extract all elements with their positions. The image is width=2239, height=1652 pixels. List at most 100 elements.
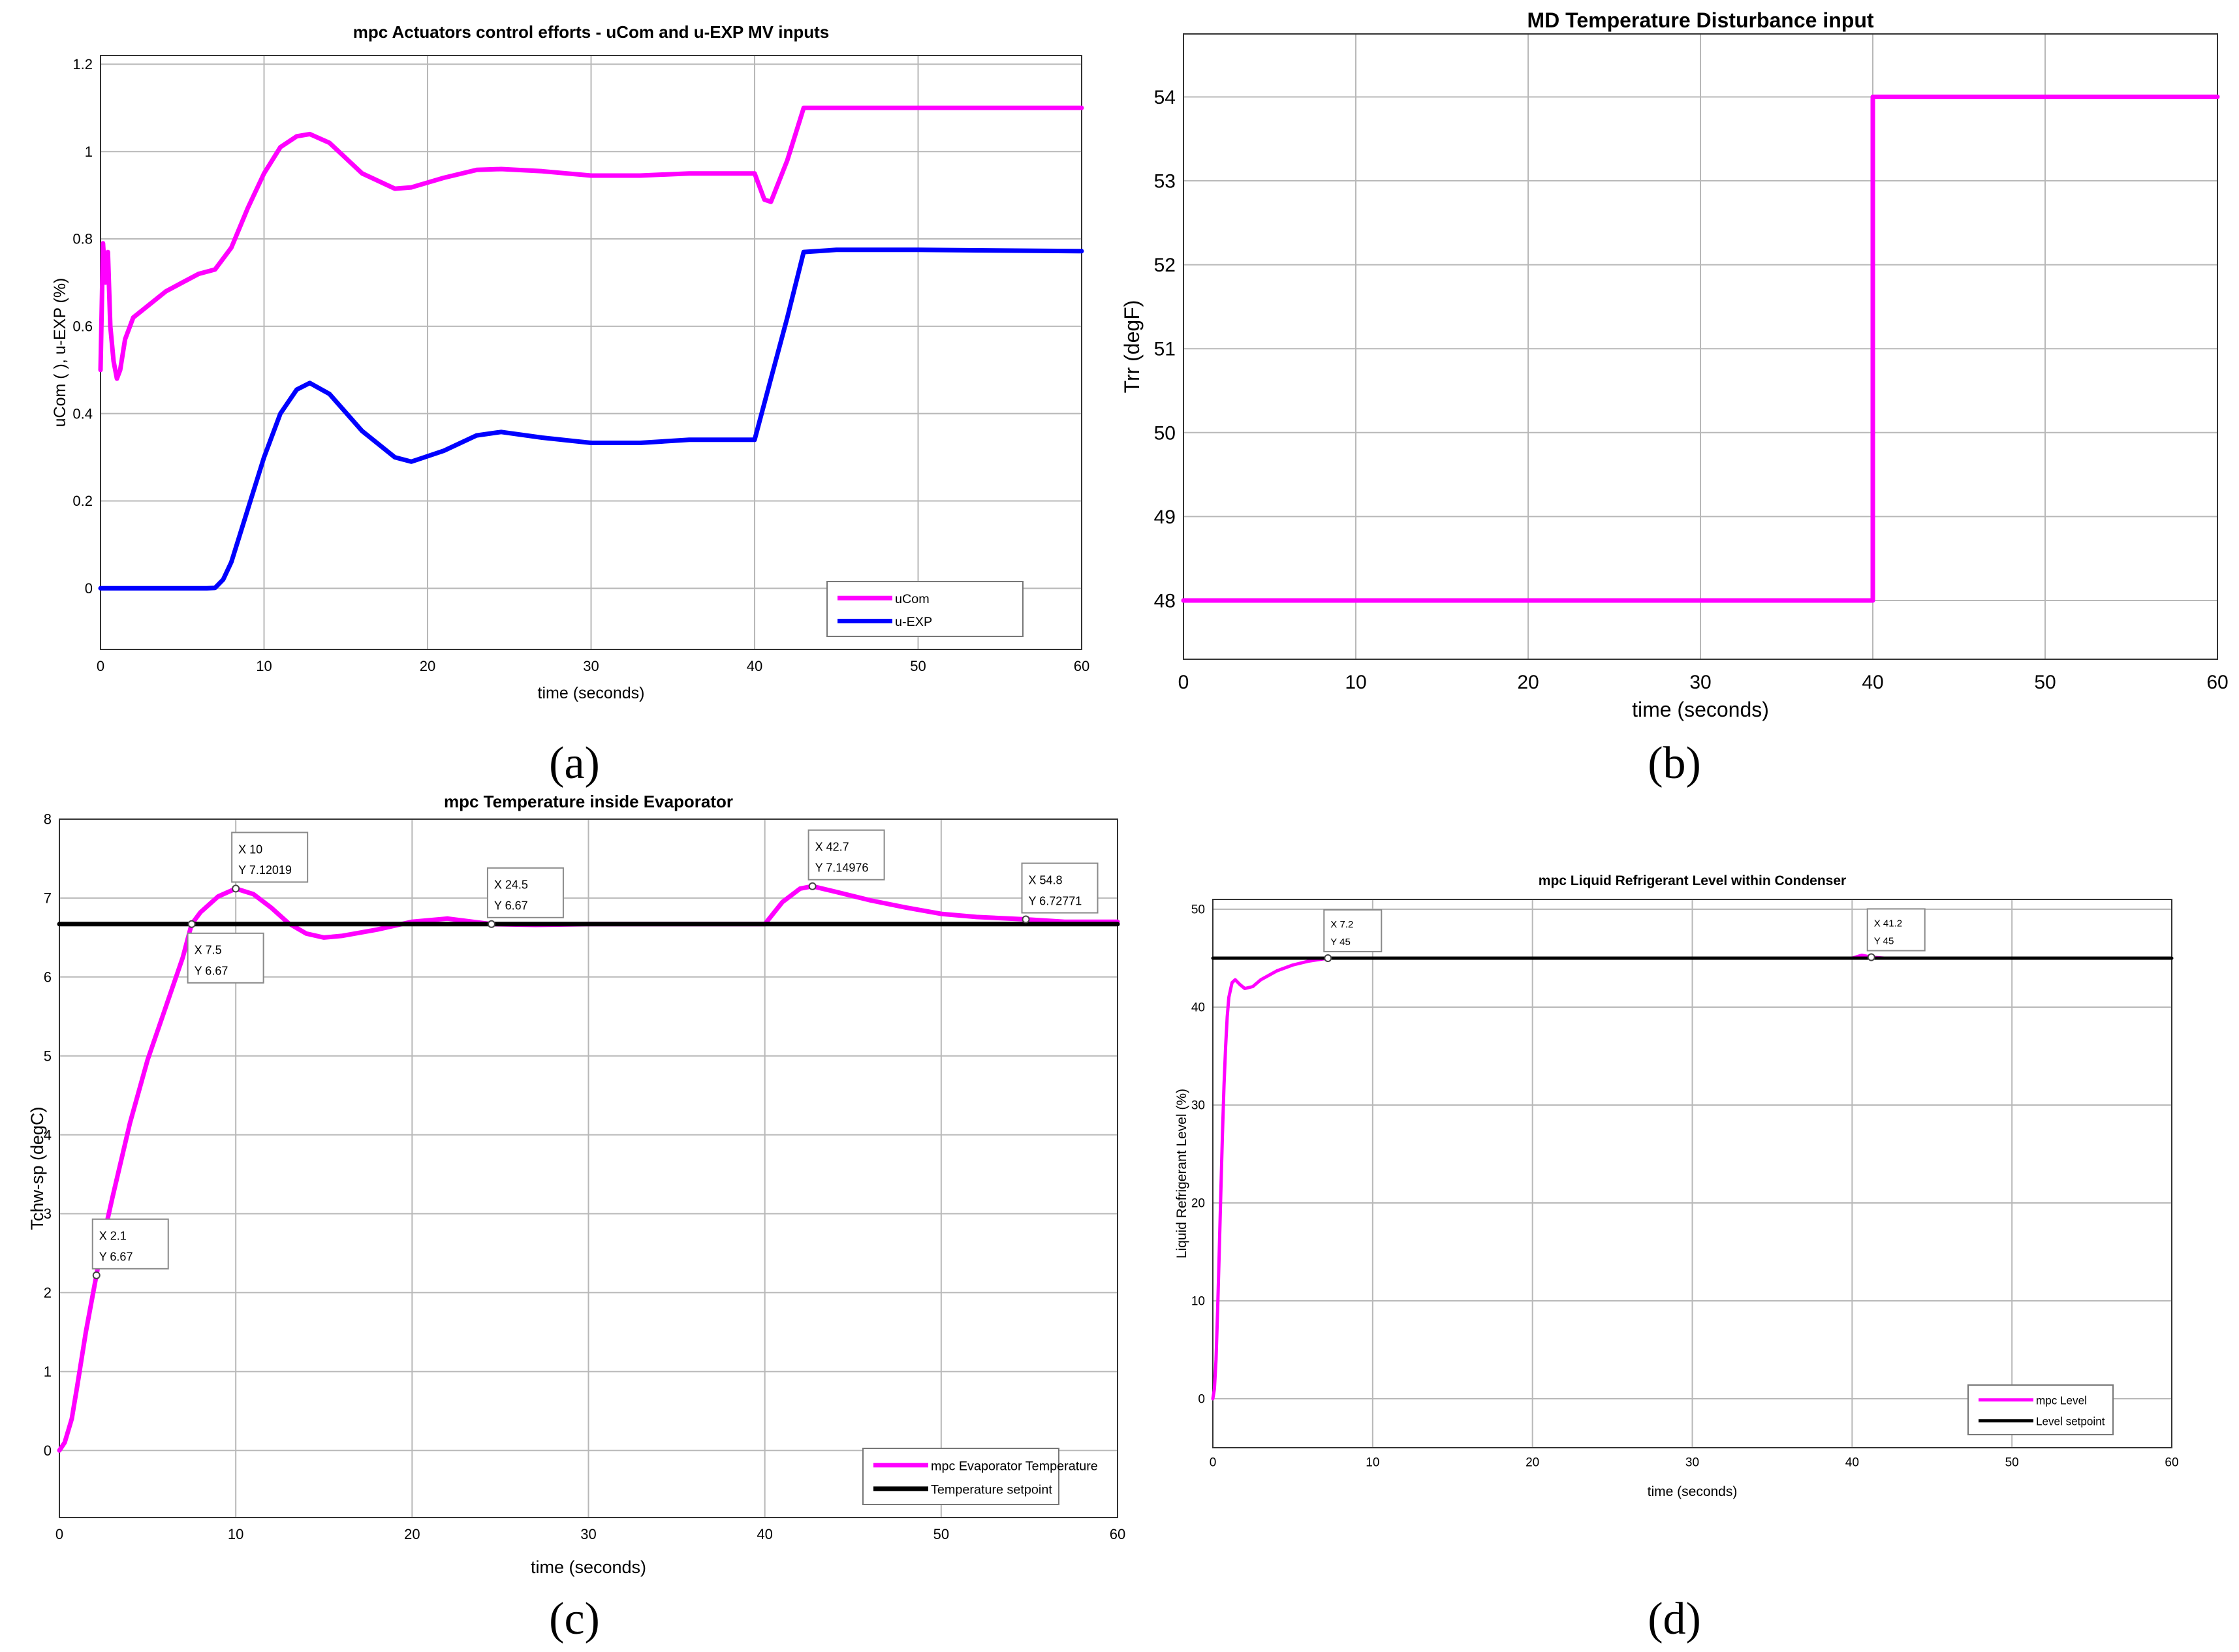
legend-label: Level setpoint xyxy=(2036,1415,2105,1427)
y-axis-label: Tchw-sp (degC) xyxy=(27,1106,47,1230)
x-tick-label: 30 xyxy=(1685,1456,1699,1470)
x-tick-label: 10 xyxy=(228,1526,243,1542)
axes-frame xyxy=(1212,899,2172,1448)
datatip-x: X 2.1 xyxy=(99,1230,127,1243)
axes-frame xyxy=(59,818,1118,1518)
legend-box xyxy=(826,581,1024,637)
x-tick-label: 60 xyxy=(1110,1526,1125,1542)
y-tick-label: 1 xyxy=(44,1364,52,1380)
y-tick-label: 0 xyxy=(44,1442,52,1459)
datatip-y: Y 45 xyxy=(1874,935,1894,946)
x-tick-label: 50 xyxy=(910,658,926,674)
legend-label: mpc Level xyxy=(2036,1394,2087,1407)
legend-label: Temperature setpoint xyxy=(931,1483,1052,1497)
y-tick-label: 50 xyxy=(1154,422,1176,444)
datatip-y: Y 7.12019 xyxy=(238,864,292,877)
panel-d: 0 10 20 30 40 50 60 0 10 20 30 40 50 mpc Liquid Refri… xyxy=(1174,873,2179,1499)
y-tick-label: 8 xyxy=(44,811,52,828)
datatip-marker xyxy=(1867,953,1875,961)
x-tick-label: 20 xyxy=(420,658,435,674)
x-tick-label: 40 xyxy=(1862,672,1883,693)
x-tick-label: 60 xyxy=(1074,658,1089,674)
x-axis-label: time (seconds) xyxy=(538,684,645,702)
chart-title: mpc Liquid Refrigerant Level within Cond… xyxy=(1539,873,1846,888)
axes-frame xyxy=(1183,33,2218,660)
legend-label: u-EXP xyxy=(895,615,932,629)
datatip-box xyxy=(486,867,564,918)
y-tick-label: 7 xyxy=(44,890,52,907)
legend-box xyxy=(862,1448,1059,1505)
datatip-x: X 7.5 xyxy=(195,944,222,957)
x-tick-label: 40 xyxy=(747,658,762,674)
y-tick-label: 40 xyxy=(1191,1001,1205,1015)
x-tick-label: 10 xyxy=(1366,1456,1379,1470)
datatip-box xyxy=(231,832,309,883)
series-line-trr xyxy=(1181,94,2220,603)
x-tick-label: 50 xyxy=(2005,1456,2019,1470)
datatip-y: Y 7.14976 xyxy=(815,862,869,875)
datatip-x: X 42.7 xyxy=(815,841,849,854)
x-axis-label: time (seconds) xyxy=(1648,1484,1738,1499)
datatip-y: Y 6.72771 xyxy=(1029,894,1082,907)
y-tick-label: 10 xyxy=(1191,1295,1205,1309)
y-tick-label: 0.4 xyxy=(72,405,93,422)
datatip-box xyxy=(807,829,885,881)
x-tick-label: 0 xyxy=(1210,1456,1217,1470)
y-tick-label: 2 xyxy=(44,1285,52,1301)
x-tick-label: 30 xyxy=(583,658,599,674)
datatip-y: Y 6.67 xyxy=(99,1251,133,1264)
y-tick-label: 1 xyxy=(85,144,93,160)
y-tick-label: 20 xyxy=(1191,1197,1205,1211)
y-axis-label: uCom ( ), u-EXP (%) xyxy=(51,278,69,428)
x-tick-label: 40 xyxy=(757,1526,772,1542)
panel-a: 0 10 20 30 40 50 60 0 0.2 0.4 0.6 0.8 1 1.2 mpc Actuat… xyxy=(51,22,1089,702)
caption-a: (a) xyxy=(549,738,600,788)
x-tick-label: 60 xyxy=(2206,672,2228,693)
datatip-marker xyxy=(1324,954,1332,962)
datatip-x: X 41.2 xyxy=(1874,918,1902,929)
x-tick-label: 10 xyxy=(256,658,272,674)
x-tick-label: 20 xyxy=(1526,1456,1539,1470)
chart-title: mpc Temperature inside Evaporator xyxy=(444,792,733,811)
caption-d: (d) xyxy=(1648,1594,1701,1644)
y-tick-label: 30 xyxy=(1191,1099,1205,1113)
datatip-box xyxy=(91,1218,169,1270)
y-tick-label: 54 xyxy=(1154,87,1176,108)
datatip-y: Y 6.67 xyxy=(494,899,528,912)
x-tick-label: 30 xyxy=(580,1526,596,1542)
y-axis-label: Liquid Refrigerant Level (%) xyxy=(1174,1089,1189,1258)
y-tick-label: 52 xyxy=(1154,255,1176,276)
caption-c: (c) xyxy=(549,1594,600,1644)
datatip-x: X 24.5 xyxy=(494,879,528,892)
x-tick-label: 50 xyxy=(933,1526,949,1542)
y-tick-label: 5 xyxy=(44,1048,52,1064)
y-tick-label: 0 xyxy=(85,580,93,597)
datatip-marker xyxy=(1022,915,1030,924)
x-axis-label: time (seconds) xyxy=(1632,698,1769,721)
y-tick-label: 0.8 xyxy=(72,231,93,247)
legend-label: uCom xyxy=(895,592,930,606)
y-tick-label: 48 xyxy=(1154,590,1176,612)
legend-label: mpc Evaporator Temperature xyxy=(931,1459,1098,1474)
y-tick-label: 50 xyxy=(1191,903,1205,917)
datatip-box xyxy=(1021,862,1099,914)
datatip-y: Y 6.67 xyxy=(195,965,228,978)
y-tick-label: 4 xyxy=(44,1127,52,1143)
datatip-marker xyxy=(92,1271,101,1279)
series-line-u-exp xyxy=(98,247,1084,591)
y-tick-label: 0 xyxy=(1198,1393,1205,1407)
x-tick-label: 10 xyxy=(1345,672,1366,693)
x-tick-label: 60 xyxy=(2165,1456,2178,1470)
x-tick-label: 30 xyxy=(1689,672,1711,693)
datatip-marker xyxy=(187,920,196,928)
legend-box xyxy=(1967,1384,2114,1435)
panel-c: 0 10 20 30 40 50 60 0 1 2 3 4 5 6 7 8 mpc Temperature in… xyxy=(27,792,1125,1577)
datatip-marker xyxy=(232,884,240,893)
datatip-marker xyxy=(808,882,817,890)
y-tick-label: 0.2 xyxy=(72,493,93,509)
datatip-y: Y 45 xyxy=(1330,937,1351,948)
y-tick-label: 49 xyxy=(1154,507,1176,528)
y-tick-label: 51 xyxy=(1154,339,1176,360)
x-tick-label: 0 xyxy=(55,1526,63,1542)
